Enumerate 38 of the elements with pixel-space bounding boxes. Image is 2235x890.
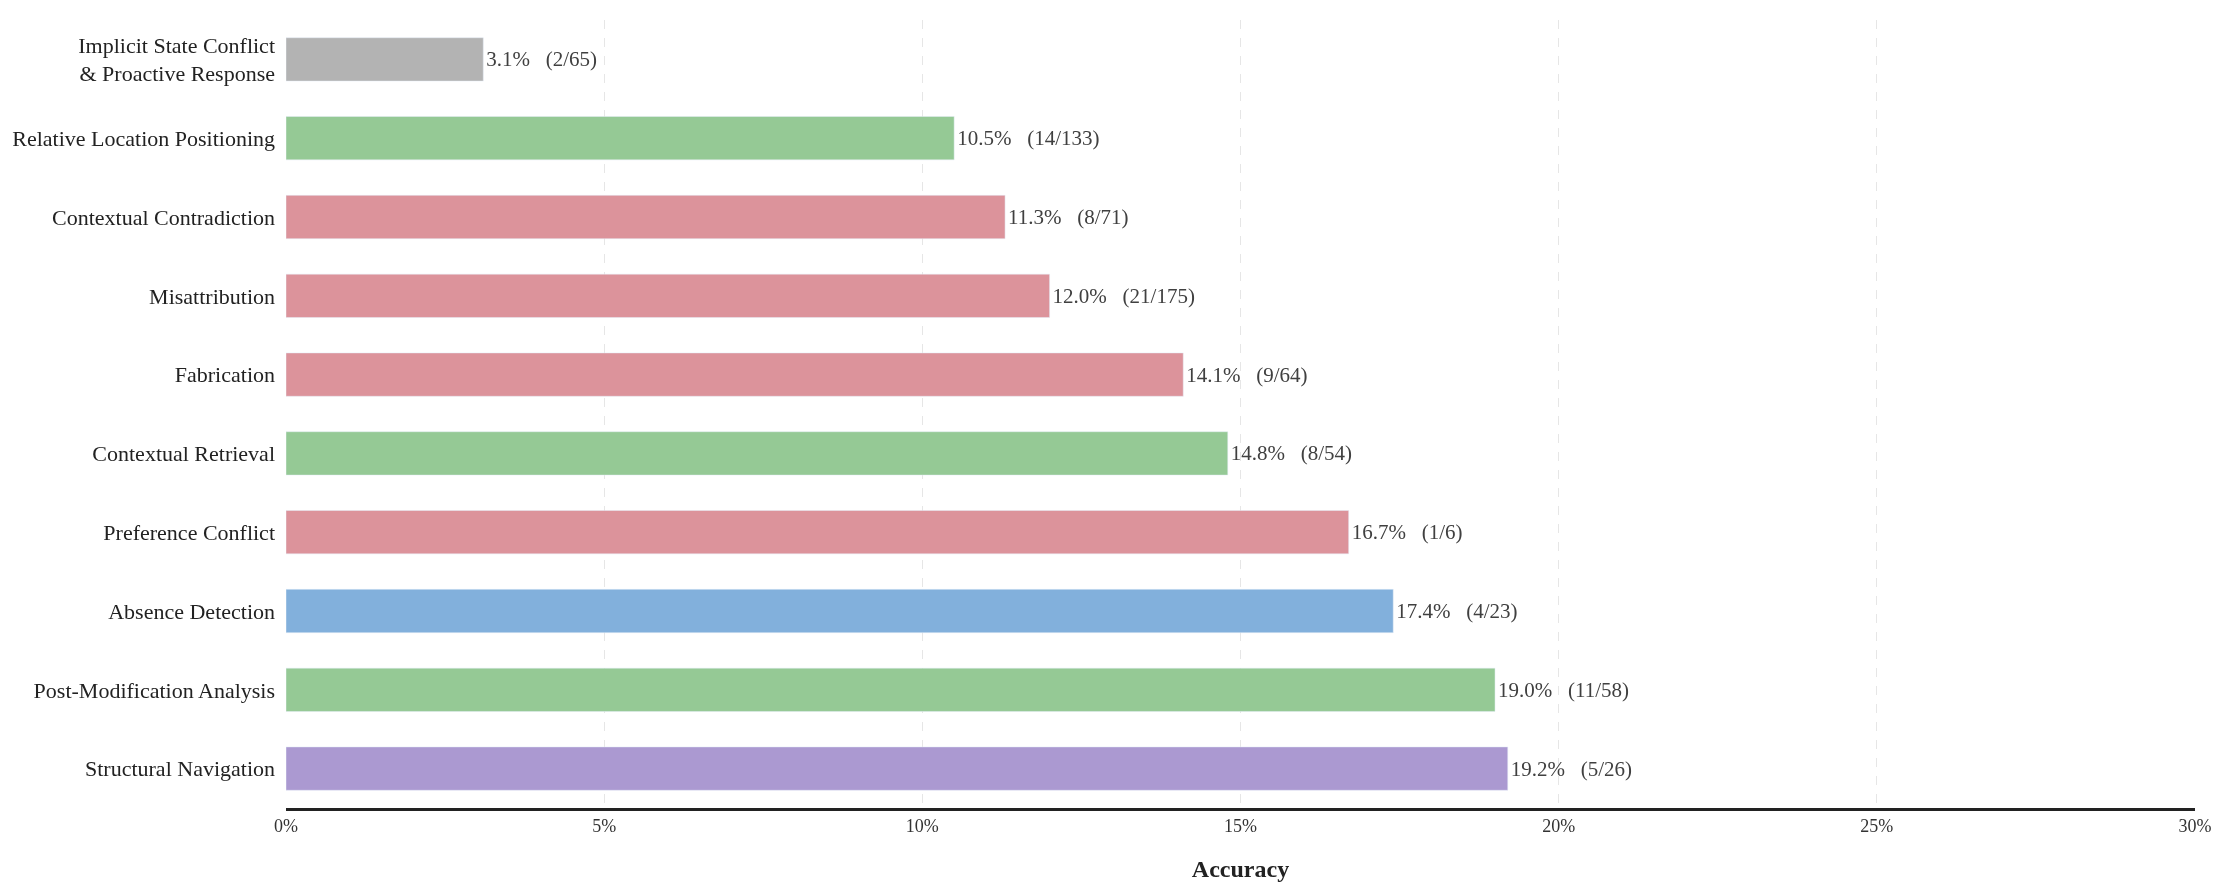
y-tick-label: Implicit State Conflict & Proactive Response xyxy=(78,32,275,87)
bar xyxy=(286,37,484,82)
x-tick-label: 20% xyxy=(1542,816,1576,837)
y-tick-label: Contextual Retrieval xyxy=(92,441,275,467)
y-tick-label: Preference Conflict xyxy=(103,519,275,545)
y-tick-label: Absence Detection xyxy=(108,598,275,624)
x-axis-title: Accuracy xyxy=(1191,855,1290,882)
bar xyxy=(286,116,955,161)
data-label: 3.1% (2/65) xyxy=(486,47,598,72)
bar xyxy=(286,510,1349,555)
data-label: 11.3% (8/71) xyxy=(1008,205,1129,229)
bar xyxy=(286,746,1509,791)
data-label: 19.2% (5/26) xyxy=(1510,756,1633,781)
x-tick-label: 25% xyxy=(1860,816,1894,837)
bar xyxy=(286,273,1050,318)
bar xyxy=(286,667,1496,712)
data-label: 14.1% (9/64) xyxy=(1186,362,1308,387)
data-label: 10.5% (14/133) xyxy=(957,126,1100,151)
x-tick-label: 10% xyxy=(905,816,939,837)
x-tick-label: 0% xyxy=(274,816,298,837)
data-label: 17.4% (4/23) xyxy=(1396,599,1518,623)
bar xyxy=(286,195,1006,239)
data-label: 12.0% (21/175) xyxy=(1052,283,1195,308)
data-label: 19.0% (11/58) xyxy=(1498,677,1630,702)
y-tick-label: Post-Modification Analysis xyxy=(33,677,275,703)
x-tick-label: 15% xyxy=(1224,816,1257,837)
x-tick-label: 30% xyxy=(2178,816,2212,837)
data-label: 16.7% (1/6) xyxy=(1351,520,1463,545)
y-tick-label: Contextual Contradiction xyxy=(51,204,275,230)
x-tick-label: 5% xyxy=(592,816,617,837)
bar xyxy=(286,431,1229,476)
y-tick-label: Structural Navigation xyxy=(84,756,275,782)
data-label: 14.8% (8/54) xyxy=(1230,441,1353,466)
bar xyxy=(286,352,1184,397)
y-tick-label: Fabrication xyxy=(174,362,275,388)
bar xyxy=(286,589,1394,633)
y-tick-label: Misattribution xyxy=(149,283,275,309)
y-tick-label: Relative Location Positioning xyxy=(12,125,275,151)
